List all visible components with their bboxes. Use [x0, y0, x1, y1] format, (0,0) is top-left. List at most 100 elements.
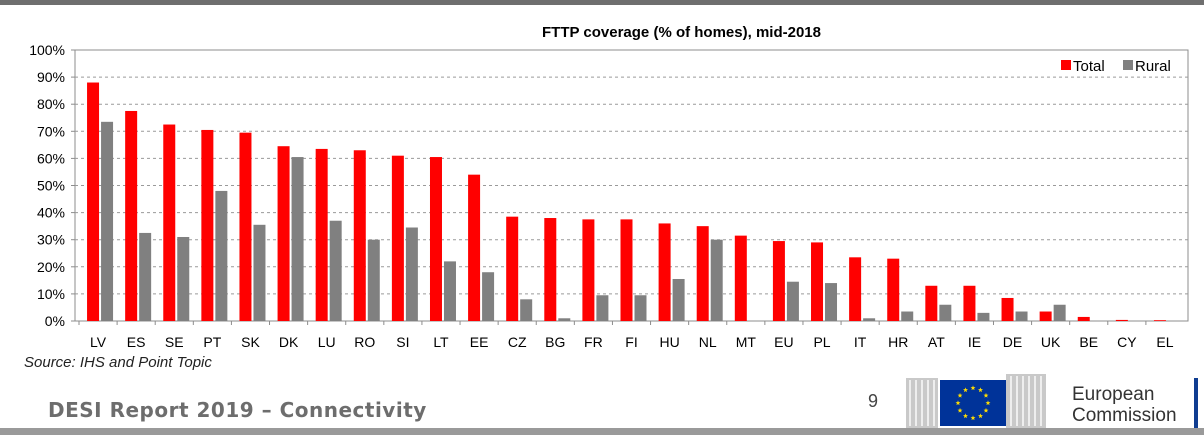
- logo-line-2: Commission: [1072, 405, 1177, 426]
- bar-rural-ro: [367, 239, 380, 321]
- y-tick-label: 40%: [37, 205, 65, 221]
- x-tick-label: CZ: [508, 334, 527, 350]
- top-rule: [0, 0, 1204, 5]
- logo-line-1: European: [1072, 384, 1155, 405]
- x-tick-label: AT: [928, 334, 945, 350]
- page-number: 9: [868, 391, 879, 411]
- x-tick-label: MT: [736, 334, 757, 350]
- bar-total-uk: [1039, 311, 1052, 321]
- x-tick-label: DE: [1003, 334, 1022, 350]
- bar-rural-fi: [634, 295, 647, 321]
- bar-total-it: [849, 257, 862, 321]
- bar-rural-pl: [825, 283, 838, 321]
- y-tick-label: 80%: [37, 96, 65, 112]
- eu-star-icon: [983, 392, 989, 398]
- eu-star-icon: [955, 400, 961, 406]
- bar-rural-hu: [672, 278, 685, 321]
- european-commission-logo: [906, 374, 1046, 428]
- bar-rural-cz: [520, 299, 533, 321]
- x-tick-label: ES: [127, 334, 146, 350]
- x-tick-label: EU: [774, 334, 793, 350]
- y-tick-label: 100%: [29, 42, 65, 58]
- bar-total-bg: [544, 218, 557, 321]
- x-tick-label: SK: [241, 334, 260, 350]
- x-tick-label: HU: [659, 334, 679, 350]
- bar-total-cy: [1115, 319, 1128, 321]
- x-tick-label: LT: [433, 334, 449, 350]
- x-tick-label: IE: [968, 334, 981, 350]
- x-tick-label: PT: [203, 334, 221, 350]
- y-tick-label: 10%: [37, 286, 65, 302]
- x-tick-label: IT: [854, 334, 867, 350]
- bar-total-ee: [468, 174, 481, 321]
- x-tick-label: BG: [545, 334, 565, 350]
- bar-chart: 0% 10% 20% 30% 40% 50% 60% 70% 80% 90% 100% FTTP co…: [29, 24, 1189, 350]
- bar-total-si: [391, 155, 404, 321]
- x-tick-label: NL: [699, 334, 717, 350]
- bar-total-lt: [429, 157, 442, 321]
- x-tick-label: RO: [354, 334, 375, 350]
- bar-total-el: [1153, 320, 1166, 321]
- y-tick-label: 20%: [37, 259, 65, 275]
- x-tick-label: FI: [625, 334, 637, 350]
- y-tick-label: 60%: [37, 150, 65, 166]
- bar-rural-dk: [291, 157, 304, 321]
- bar-rural-lt: [443, 261, 456, 321]
- bar-rural-pt: [215, 190, 228, 321]
- bar-total-sk: [239, 132, 252, 321]
- bar-rural-sk: [253, 224, 266, 321]
- bar-rural-bg: [558, 318, 571, 321]
- y-tick-label: 30%: [37, 232, 65, 248]
- y-tick-label: 90%: [37, 69, 65, 85]
- eu-stars: [955, 385, 991, 421]
- legend-label-total: Total: [1073, 58, 1105, 75]
- eu-star-icon: [970, 385, 976, 391]
- x-tick-label: SI: [396, 334, 409, 350]
- bar-total-eu: [772, 241, 785, 321]
- eu-star-icon: [957, 407, 963, 413]
- source-note: Source: IHS and Point Topic: [24, 354, 212, 371]
- x-tick-label: FR: [584, 334, 603, 350]
- x-tick-label: EL: [1156, 334, 1173, 350]
- x-tick-label: LU: [318, 334, 336, 350]
- chart-title: FTTP coverage (% of homes), mid-2018: [542, 24, 821, 41]
- eu-star-icon: [957, 392, 963, 398]
- bar-rural-hr: [901, 311, 914, 321]
- bar-total-pl: [811, 242, 824, 321]
- eu-star-icon: [983, 407, 989, 413]
- bar-rural-uk: [1053, 304, 1066, 321]
- bar-rural-lv: [101, 121, 114, 321]
- bar-total-pt: [201, 129, 214, 321]
- x-tick-label: PL: [813, 334, 830, 350]
- bar-total-ie: [963, 285, 976, 321]
- bar-total-be: [1077, 316, 1090, 321]
- bar-rural-es: [139, 232, 152, 321]
- x-tick-label: UK: [1041, 334, 1061, 350]
- eu-star-icon: [978, 387, 983, 393]
- eu-star-icon: [985, 400, 991, 406]
- bar-total-se: [163, 124, 176, 322]
- bar-total-hr: [887, 258, 900, 321]
- bar-total-ro: [353, 150, 366, 321]
- bar-total-mt: [734, 235, 747, 321]
- bar-rural-ie: [977, 312, 990, 321]
- x-tick-label: EE: [470, 334, 489, 350]
- eu-star-icon: [970, 415, 976, 421]
- x-tick-label: CY: [1117, 334, 1137, 350]
- bar-rural-eu: [786, 281, 799, 321]
- bar-rural-ee: [482, 272, 495, 321]
- european-commission-name: European Commission: [1072, 384, 1177, 426]
- bar-total-cz: [506, 216, 519, 321]
- bar-rural-si: [405, 227, 418, 321]
- legend-swatch-rural: [1123, 60, 1133, 70]
- x-tick-label: LV: [90, 334, 107, 350]
- bar-total-dk: [277, 146, 290, 321]
- x-tick-label: HR: [888, 334, 908, 350]
- bar-total-lv: [87, 82, 100, 322]
- bottom-strip: [0, 428, 1204, 435]
- x-tick-label: BE: [1079, 334, 1098, 350]
- y-tick-label: 0%: [45, 313, 65, 329]
- bar-rural-fr: [596, 295, 609, 321]
- bar-total-es: [125, 110, 138, 321]
- bar-rural-nl: [710, 239, 723, 321]
